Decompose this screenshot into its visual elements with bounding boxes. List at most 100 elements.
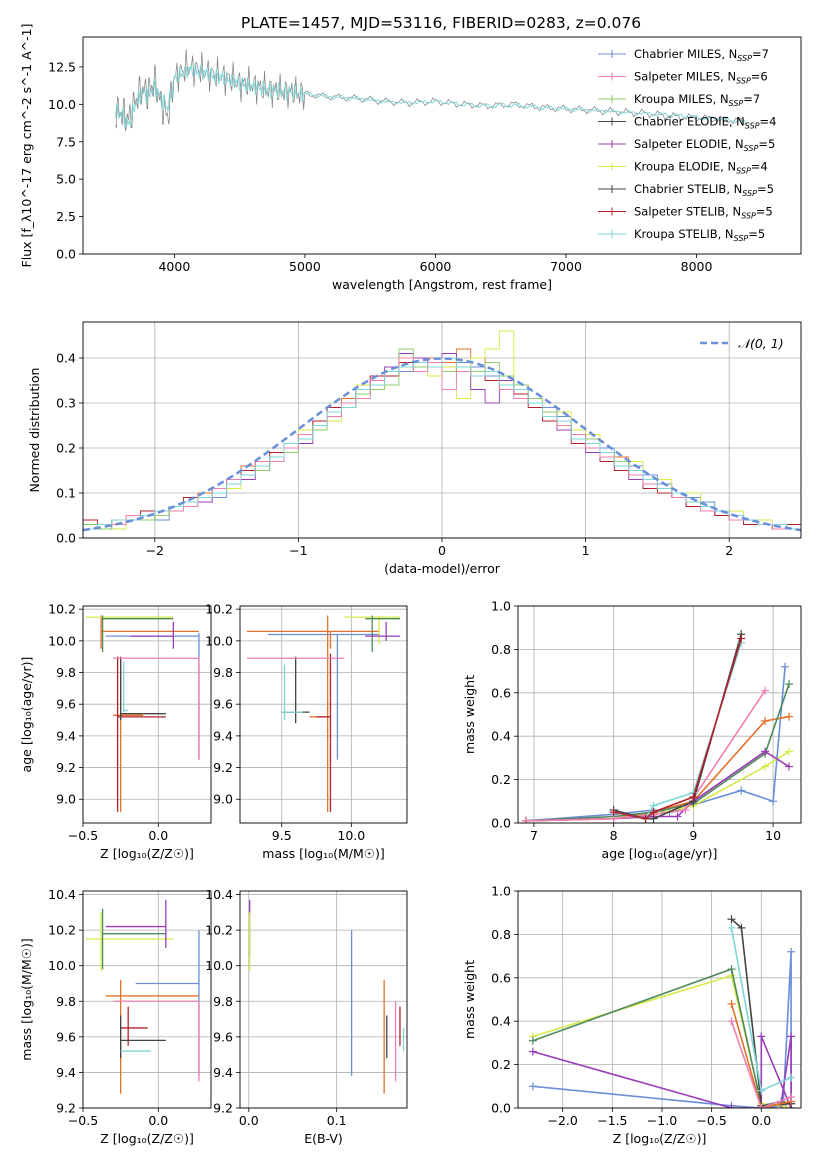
errorbar-point [100, 615, 199, 649]
x-axis-label: wavelength [Angstrom, rest frame] [332, 277, 552, 292]
x-axis-label: Z [log₁₀(Z/Z☉)] [613, 1131, 707, 1146]
weight-line-s1 [525, 666, 786, 822]
y-tick-label: 12.5 [48, 59, 76, 74]
y-tick-label: 9.6 [56, 697, 76, 712]
y-axis-label: mass weight [462, 675, 477, 754]
x-axis-label: (data-model)/error [384, 561, 501, 576]
y-tick-label: 9.4 [56, 728, 76, 743]
y-tick-label: 0.0 [56, 531, 76, 546]
x-tick-label: 4000 [158, 259, 190, 274]
spectrum-line-data [115, 49, 747, 132]
x-tick-label: 9.5 [272, 828, 292, 843]
errorbar-point [246, 630, 380, 649]
age_vs_Z-frame [82, 605, 212, 824]
errorbar-point [365, 615, 401, 652]
x-tick-label: 2 [725, 543, 733, 558]
x-tick-label: 10.0 [337, 828, 365, 843]
y-tick-label: 0.1 [56, 486, 76, 501]
y-tick-label: 0.4 [491, 1014, 511, 1029]
y-tick-label: 9.2 [213, 1101, 233, 1116]
spectrum-marks [115, 49, 747, 132]
y-tick-label: 10.2 [48, 923, 76, 938]
y-tick-label: 0.0 [491, 1101, 511, 1116]
y-tick-label: 9.2 [213, 760, 233, 775]
mass_vs_EBV-marks [249, 899, 405, 1094]
weight-line-s4 [525, 683, 790, 822]
y-tick-label: 0.0 [491, 816, 511, 831]
errorbar-point [113, 657, 200, 760]
y-tick-label: 7.5 [56, 134, 76, 149]
mass_vs_EBV-frame [239, 890, 408, 1109]
y-tick-label: 0.6 [491, 685, 511, 700]
spectrum-line-model [115, 62, 747, 129]
legend-label: Chabrier STELIB, NSSP=5 [634, 182, 774, 198]
y-tick-label: 0.2 [56, 441, 76, 456]
y-tick-label: 0.6 [491, 970, 511, 985]
y-tick-label: 0.8 [491, 927, 511, 942]
y-tick-label: 1.0 [491, 884, 511, 899]
y-axis-label: age [log₁₀(age/yr)] [19, 657, 34, 773]
y-tick-label: 9.8 [56, 994, 76, 1009]
x-tick-label: 9 [689, 828, 697, 843]
errorbar-point [113, 1000, 200, 1082]
massweight_vs_age-axes: 7 8 9 10 0.0 0.2 0.4 0.6 0.8 1.0 age [log₁₀(age/yr… [462, 599, 801, 861]
mass_vs_EBV-axes: 0.0 0.1 9.2 9.4 9.6 9.8 10.0 10.2 10.4 E(B-V) [205, 887, 407, 1146]
x-tick-label: −1 [289, 543, 307, 558]
y-tick-label: 9.0 [213, 792, 233, 807]
x-tick-label: −0.5 [696, 1113, 726, 1128]
errorbar-point [281, 656, 310, 724]
errorbar-point [281, 664, 303, 721]
legend-label: Chabrier MILES, NSSP=7 [634, 47, 769, 63]
errorbar-point [101, 615, 174, 652]
residuals-frame [82, 321, 802, 539]
x-axis-label: mass [log₁₀(M/M☉)] [262, 846, 384, 861]
y-tick-label: 10.2 [48, 602, 76, 617]
x-tick-label: 0.0 [148, 1113, 168, 1128]
errorbar-point [119, 656, 166, 721]
x-tick-label: 0.0 [239, 1113, 259, 1128]
mass_vs_Z-axes: −0.5 0.0 9.2 9.4 9.6 9.8 10.0 10.2 10.4 Z [log₁₀(… [19, 887, 211, 1146]
residuals-marks [83, 330, 801, 538]
errorbar-point [86, 912, 174, 972]
errorbar-point [101, 908, 166, 970]
x-tick-label: 7000 [550, 259, 582, 274]
age_vs_Z-marks [86, 615, 200, 812]
x-tick-label: 0.0 [148, 828, 168, 843]
age_vs_mass-frame [239, 605, 408, 824]
legend-label: Salpeter MILES, NSSP=6 [634, 70, 768, 86]
residuals-legend: 𝒩(0, 1) [700, 336, 784, 351]
y-tick-label: 9.6 [213, 697, 233, 712]
errorbar-point [309, 615, 331, 812]
y-axis-label: Flux [f_λ10^-17 erg cm^-2 s^-1 A^-1] [19, 24, 34, 268]
x-tick-label: −0.5 [68, 1113, 98, 1128]
gaussian-curve [83, 357, 801, 532]
y-tick-label: 9.4 [213, 728, 233, 743]
errorbar-point [105, 632, 200, 760]
x-tick-label: −0.5 [68, 828, 98, 843]
y-tick-label: 0.2 [491, 1057, 511, 1072]
weight-line-t7 [730, 1020, 792, 1108]
massweight_vs_age-frame [517, 605, 802, 824]
y-tick-label: 10.0 [48, 97, 76, 112]
weight-line-s6 [525, 690, 766, 822]
age_vs_mass-marks [246, 615, 401, 812]
errorbar-point [105, 899, 167, 948]
weight-line-t6 [730, 1003, 792, 1108]
y-tick-label: 9.0 [56, 792, 76, 807]
age_vs_Z-axes: −0.5 0.0 9.0 9.2 9.4 9.6 9.8 10.0 10.2 Z [log₁₀(Z… [19, 602, 211, 861]
y-tick-label: 0.2 [491, 772, 511, 787]
y-tick-label: 1.0 [491, 599, 511, 614]
x-tick-label: −2 [146, 543, 164, 558]
y-tick-label: 10.0 [205, 633, 233, 648]
histogram-h8 [83, 357, 801, 538]
y-tick-label: 9.4 [56, 1065, 76, 1080]
errorbar-point [131, 621, 175, 649]
y-tick-label: 9.2 [56, 760, 76, 775]
y-tick-label: 0.8 [491, 642, 511, 657]
errorbar-point [116, 656, 166, 812]
y-tick-label: 5.0 [56, 172, 76, 187]
y-tick-label: 9.6 [213, 1029, 233, 1044]
y-tick-label: 2.5 [56, 209, 76, 224]
errorbar-point [135, 930, 200, 1076]
x-tick-label: 0.0 [751, 1113, 771, 1128]
